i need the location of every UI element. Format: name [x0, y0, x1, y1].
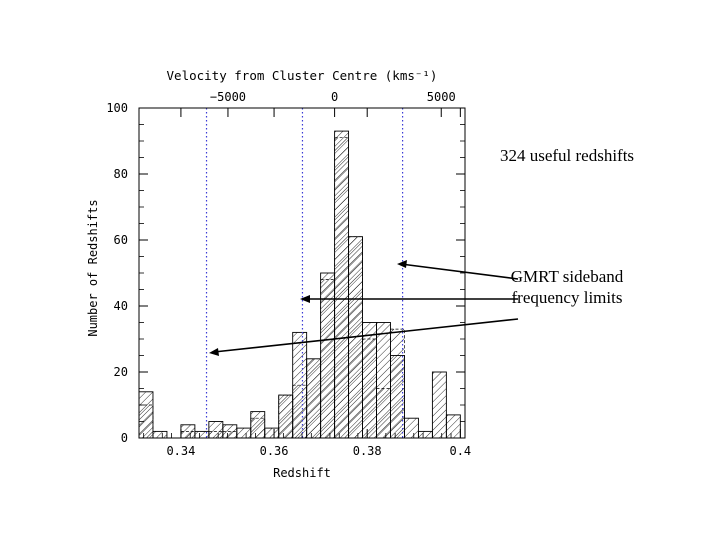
bar-all-20 [417, 430, 433, 439]
annotation-arrows [209, 260, 519, 356]
bar-subset-12 [306, 358, 321, 439]
gmrt-limits-note: GMRT sideband frequency limits [510, 267, 624, 307]
bar-all-22 [445, 414, 461, 439]
arrow-to-lower-limit [213, 318, 519, 353]
bar-subset-13 [320, 279, 335, 439]
arrow-to-upper-limit [400, 263, 519, 280]
bar-all-1 [152, 430, 168, 439]
bar-all-19 [404, 417, 419, 439]
bar-subset-17 [376, 388, 391, 439]
axis-ticks: 0.34 0.36 0.38 0.4 0 20 40 60 80 100 −5000 0 5000 [106, 90, 471, 458]
bar-subset-3 [180, 431, 196, 439]
y-tick-label-4: 80 [114, 167, 128, 181]
bar-subset-8 [250, 417, 266, 439]
top-tick-label-1: 0 [331, 90, 338, 104]
y-tick-label-0: 0 [121, 431, 128, 445]
y-tick-label-5: 100 [106, 101, 128, 115]
arrowhead-middle [300, 295, 310, 303]
x-axis-label: Redshift [273, 466, 331, 480]
bar-subset-6 [222, 431, 238, 439]
bar-subset-5 [208, 431, 224, 439]
top-axis-label: Velocity from Cluster Centre (kms⁻¹) [167, 68, 438, 83]
x-tick-label-2: 0.38 [353, 444, 382, 458]
top-tick-label-0: −5000 [210, 90, 246, 104]
x-tick-label-0: 0.34 [166, 444, 195, 458]
x-tick-label-3: 0.4 [449, 444, 471, 458]
bar-subset-14 [334, 137, 349, 439]
useful-redshifts-note: 324 useful redshifts [499, 146, 635, 165]
bar-subset-10 [278, 394, 294, 439]
arrowhead-upper [397, 260, 407, 268]
y-tick-label-3: 60 [114, 233, 128, 247]
bar-subset-16 [362, 338, 377, 439]
y-tick-label-2: 40 [114, 299, 128, 313]
bar-all-7 [236, 427, 252, 439]
bar-subset-18 [390, 328, 405, 439]
y-axis-label: Number of Redshifts [86, 199, 100, 336]
gmrt-limit-lines [205, 108, 404, 438]
y-tick-label-1: 20 [114, 365, 128, 379]
top-tick-label-2: 5000 [427, 90, 456, 104]
bar-all-21 [431, 371, 447, 439]
bar-subset-11 [292, 384, 308, 439]
arrowhead-lower [209, 348, 219, 356]
bar-all-9 [264, 427, 280, 439]
x-tick-label-1: 0.36 [260, 444, 289, 458]
bars-subset [138, 137, 405, 439]
